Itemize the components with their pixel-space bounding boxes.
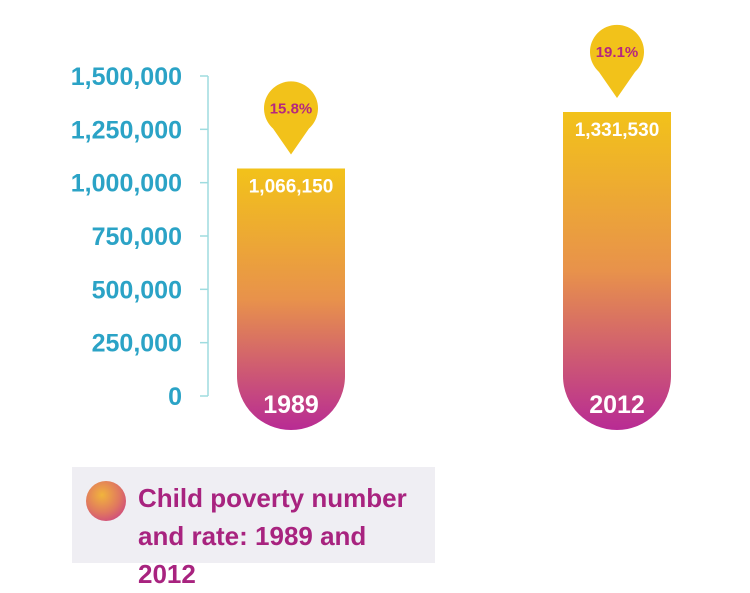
chart: 0 250,000 500,000 750,000 1,000,000 1,250,000… [71, 24, 671, 430]
y-tick-label: 250,000 [92, 330, 182, 358]
bar [237, 168, 345, 430]
y-tick-label: 1,000,000 [71, 170, 182, 198]
bar-value-label: 1,331,530 [575, 120, 660, 141]
legend-swatch [86, 481, 126, 521]
y-tick-label: 0 [168, 383, 182, 411]
y-tick-label: 500,000 [92, 276, 182, 304]
y-axis: 0 250,000 500,000 750,000 1,000,000 1,250,000… [71, 63, 209, 411]
legend-title: Child poverty number and rate: 1989 and … [138, 483, 407, 589]
bar [563, 111, 671, 430]
legend: Child poverty number and rate: 1989 and … [72, 467, 435, 589]
bar-category-label: 1989 [263, 391, 319, 419]
rate-label: 19.1% [596, 44, 639, 61]
rate-marker [264, 81, 319, 155]
rate-label: 15.8% [270, 101, 313, 118]
y-tick-label: 1,250,000 [71, 116, 182, 144]
y-tick-label: 750,000 [92, 223, 182, 251]
bar-category-label: 2012 [589, 391, 645, 419]
bar-group: 1,331,530 2012 19.1% [563, 24, 671, 430]
bars: 1,066,150 1989 15.8% 1,331,530 2012 19.1% [237, 24, 671, 430]
rate-marker [590, 24, 644, 98]
bar-value-label: 1,066,150 [249, 177, 334, 198]
bar-group: 1,066,150 1989 15.8% [237, 81, 345, 430]
y-tick-label: 1,500,000 [71, 63, 182, 91]
